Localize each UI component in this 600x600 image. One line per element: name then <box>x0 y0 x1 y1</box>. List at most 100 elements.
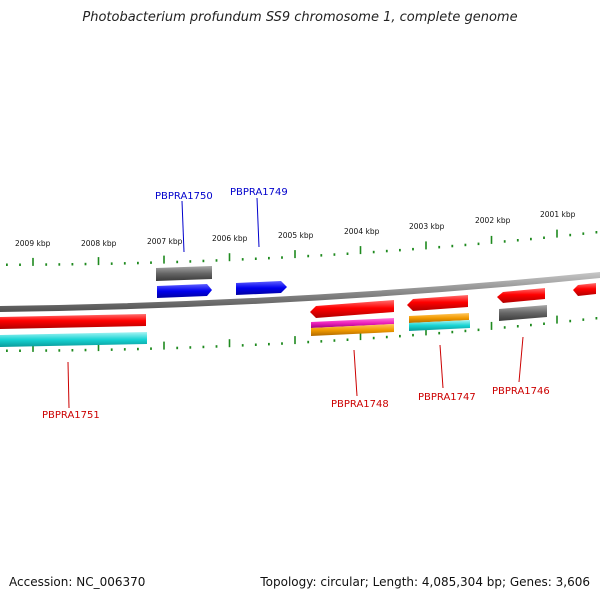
gray-feature[interactable] <box>499 305 547 321</box>
major-tick <box>97 257 100 266</box>
major-tick <box>228 253 231 262</box>
minor-tick <box>333 339 336 342</box>
minor-tick <box>451 244 454 248</box>
minor-tick <box>150 261 152 264</box>
minor-tick <box>451 330 454 334</box>
minor-tick <box>543 322 545 325</box>
gene-label-pbpra1750[interactable]: PBPRA1750 <box>155 191 213 202</box>
minor-tick <box>268 342 270 346</box>
major-tick <box>556 229 558 238</box>
minor-tick <box>45 349 48 352</box>
minor-tick <box>19 349 21 352</box>
gene-label-pbpra1751[interactable]: PBPRA1751 <box>42 410 100 421</box>
major-tick <box>163 341 165 350</box>
kbp-label: 2008 kbp <box>81 239 117 248</box>
reverse-strand-features <box>0 283 596 347</box>
minor-tick <box>84 262 87 266</box>
topology-text: Topology: circular; Length: 4,085,304 bp… <box>260 575 590 589</box>
minor-tick <box>399 334 401 338</box>
minor-tick <box>582 318 585 321</box>
orange-feature[interactable] <box>409 313 469 323</box>
minor-tick <box>58 263 61 266</box>
minor-tick <box>176 346 179 350</box>
minor-tick <box>438 331 441 335</box>
minor-tick <box>530 237 532 241</box>
map-title: Photobacterium profundum SS9 chromosome … <box>82 10 518 25</box>
gene-label-pbpra1749[interactable]: PBPRA1749 <box>230 187 288 198</box>
minor-tick <box>176 260 179 264</box>
gene-labels: PBPRA1750 PBPRA1749 PBPRA1751 PBPRA1748 … <box>42 187 550 421</box>
leader-line <box>518 336 524 383</box>
cyan-feature[interactable] <box>0 332 147 347</box>
minor-tick <box>137 347 139 351</box>
minor-tick <box>372 250 375 254</box>
gene-label-pbpra1747[interactable]: PBPRA1747 <box>418 392 476 403</box>
chromosome-backbone <box>0 272 600 312</box>
minor-tick <box>150 347 152 350</box>
minor-tick <box>503 240 506 243</box>
gene-pbpra1749[interactable] <box>236 281 287 295</box>
minor-tick <box>71 349 74 352</box>
kbp-scale: 2009 kbp 2008 kbp 2007 kbp 2006 kbp 2005… <box>15 210 576 248</box>
major-tick <box>294 336 296 345</box>
minor-tick <box>595 231 598 234</box>
minor-tick <box>385 249 388 253</box>
minor-tick <box>543 236 545 239</box>
minor-tick <box>516 239 519 242</box>
forward-strand-features <box>156 266 287 298</box>
major-tick <box>32 257 34 266</box>
major-tick <box>97 343 100 352</box>
minor-tick <box>123 262 126 265</box>
minor-tick <box>372 336 375 340</box>
minor-tick <box>45 263 48 266</box>
cyan-feature[interactable] <box>409 320 470 331</box>
major-tick <box>228 339 231 348</box>
gene-pbpra1751[interactable] <box>0 314 146 329</box>
minor-tick <box>385 335 388 339</box>
leader-line <box>439 344 444 389</box>
minor-tick <box>110 262 113 265</box>
minor-tick <box>71 263 74 266</box>
kbp-label: 2002 kbp <box>475 216 511 225</box>
major-tick <box>490 235 493 244</box>
red-feature[interactable] <box>573 283 596 296</box>
minor-tick <box>6 349 8 352</box>
major-tick <box>294 250 296 259</box>
gene-pbpra1748[interactable] <box>310 300 394 318</box>
minor-tick <box>215 345 218 348</box>
kbp-label: 2005 kbp <box>278 231 314 240</box>
minor-tick <box>189 260 192 263</box>
leader-line <box>181 200 185 253</box>
kbp-label: 2006 kbp <box>212 234 248 243</box>
kbp-label: 2001 kbp <box>540 210 576 219</box>
minor-tick <box>569 233 572 237</box>
minor-tick <box>320 254 323 257</box>
minor-tick <box>464 329 467 333</box>
minor-tick <box>516 325 519 328</box>
major-tick <box>163 255 165 264</box>
major-tick <box>359 246 362 255</box>
minor-tick <box>530 323 532 327</box>
gene-pbpra1747[interactable] <box>407 295 468 311</box>
gray-feature[interactable] <box>156 266 212 281</box>
major-tick <box>425 241 427 250</box>
major-tick <box>490 321 493 330</box>
minor-tick <box>19 263 21 266</box>
major-tick <box>32 343 34 352</box>
gene-pbpra1746[interactable] <box>497 288 545 303</box>
leader-line <box>353 349 358 397</box>
minor-tick <box>503 326 506 329</box>
minor-tick <box>307 254 310 258</box>
gene-label-pbpra1746[interactable]: PBPRA1746 <box>492 386 550 397</box>
minor-tick <box>464 243 467 247</box>
minor-tick <box>137 261 139 265</box>
gene-pbpra1750[interactable] <box>157 284 212 298</box>
orange-feature[interactable] <box>311 324 394 336</box>
minor-tick <box>84 348 87 352</box>
gene-label-pbpra1748[interactable]: PBPRA1748 <box>331 399 389 410</box>
minor-tick <box>281 342 283 345</box>
minor-tick <box>399 248 401 252</box>
minor-tick <box>123 348 126 351</box>
magenta-feature[interactable] <box>311 318 394 328</box>
